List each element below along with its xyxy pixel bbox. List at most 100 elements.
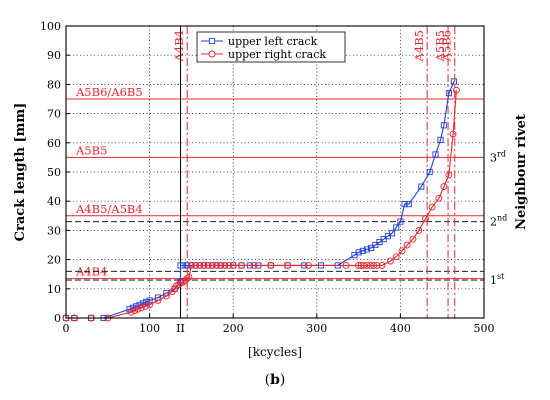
data-point <box>154 297 162 304</box>
x-tick-label: II <box>176 322 185 335</box>
rivet-label: 2nd <box>490 214 507 229</box>
right-axis-title: Neighbour rivet <box>514 114 529 230</box>
data-point <box>146 301 154 309</box>
data-point <box>229 261 237 269</box>
data-point <box>397 218 404 225</box>
x-axis-title: [kcycles] <box>248 345 302 359</box>
data-point <box>238 261 246 269</box>
v-ref-label: A5B5 <box>433 30 447 62</box>
x-tick-label: 500 <box>474 322 495 335</box>
data-point <box>363 261 371 269</box>
data-point <box>225 261 233 269</box>
data-point <box>398 247 406 255</box>
data-point <box>445 90 452 97</box>
data-point <box>359 247 366 254</box>
data-point <box>284 261 291 269</box>
data-point <box>179 262 187 269</box>
h-ref-label: A5B6/A6B5 <box>75 85 143 99</box>
y-tick-label: 20 <box>47 254 61 267</box>
series-upper-right-crack <box>62 86 460 322</box>
data-point <box>392 253 400 261</box>
data-point <box>208 261 216 269</box>
data-point <box>373 261 381 269</box>
data-point <box>204 261 212 269</box>
data-point <box>355 261 363 269</box>
x-tick-label: 200 <box>223 322 244 335</box>
data-point <box>196 261 204 269</box>
data-point <box>426 168 433 176</box>
data-point <box>184 262 191 269</box>
data-point <box>366 261 374 269</box>
legend-marker <box>208 50 216 58</box>
data-point <box>192 261 200 269</box>
x-tick-label: 400 <box>390 322 411 335</box>
grid <box>66 26 484 318</box>
data-point <box>146 297 153 304</box>
plot-frame <box>65 25 485 319</box>
data-point <box>428 203 436 211</box>
y-tick-label: 60 <box>47 137 61 150</box>
data-point <box>304 261 312 269</box>
h-ref-label: A5B5 <box>75 143 107 157</box>
data-point <box>445 171 453 179</box>
y-tick-label: 30 <box>47 224 61 237</box>
data-point <box>134 305 142 313</box>
data-point <box>393 224 400 231</box>
x-tick-label: 300 <box>306 322 327 335</box>
data-point <box>355 249 362 256</box>
data-point <box>183 275 191 283</box>
series-upper-left-crack <box>62 78 457 322</box>
data-point <box>450 78 457 85</box>
caption-letter: b <box>270 372 280 388</box>
data-point <box>267 261 275 269</box>
data-point <box>440 122 447 129</box>
y-tick-label: 40 <box>47 195 61 208</box>
data-point <box>401 201 408 208</box>
y-tick-label: 70 <box>47 108 61 121</box>
rivet-label: 3rd <box>490 149 506 164</box>
v-ref-label: A4B4 <box>172 30 186 62</box>
data-point <box>127 308 135 316</box>
y-tick-label: 10 <box>47 283 61 296</box>
data-point <box>137 304 145 312</box>
data-point <box>187 261 195 269</box>
y-tick-label: 50 <box>47 166 61 179</box>
data-point <box>217 261 225 269</box>
data-point <box>378 261 386 269</box>
data-point <box>250 261 258 269</box>
legend-box <box>196 31 346 63</box>
data-point <box>370 261 378 269</box>
data-point <box>162 292 170 300</box>
data-point <box>437 136 444 143</box>
data-point <box>386 257 394 265</box>
x-tick-label: 100 <box>139 322 160 335</box>
rivet-label: 1st <box>490 272 505 287</box>
y-tick-label: 100 <box>40 20 61 33</box>
v-ref-label: A5B6 <box>440 30 454 62</box>
legend-label: upper right crack <box>228 48 326 61</box>
h-ref-label: A4B5/A5B4 <box>75 202 143 216</box>
series-line <box>66 81 455 319</box>
data-point <box>405 201 412 208</box>
data-point <box>435 194 443 202</box>
data-point <box>221 261 229 269</box>
data-point <box>452 86 460 94</box>
figure-caption: (b) <box>264 372 286 388</box>
legend-marker <box>208 37 216 45</box>
legend-label: upper left crack <box>228 35 318 48</box>
data-point <box>422 215 429 223</box>
data-point <box>418 183 425 190</box>
data-point <box>440 183 448 191</box>
data-point <box>131 307 139 315</box>
y-tick-label: 0 <box>54 312 61 325</box>
data-point <box>403 241 411 249</box>
data-point <box>449 130 457 138</box>
y-tick-label: 90 <box>47 49 61 62</box>
x-tick-label: 0 <box>63 322 70 335</box>
y-tick-label: 80 <box>47 78 61 91</box>
data-point <box>388 230 396 237</box>
data-point <box>432 151 439 158</box>
